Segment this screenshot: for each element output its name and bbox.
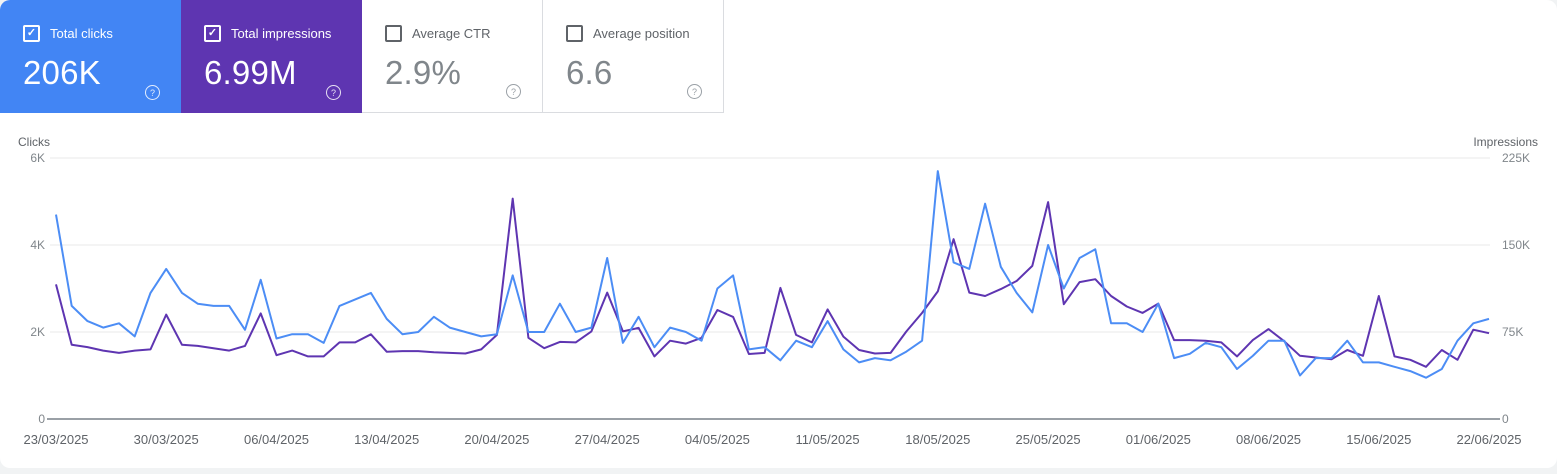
help-icon[interactable]: ? <box>506 84 521 99</box>
x-axis-date-label: 11/05/2025 <box>795 432 860 447</box>
x-axis-date-label: 20/04/2025 <box>464 432 530 447</box>
average-ctr-value: 2.9% <box>385 54 462 91</box>
total-impressions-value: 6.99M <box>204 54 297 91</box>
left-axis-title: Clicks <box>18 135 50 149</box>
help-icon[interactable]: ? <box>145 85 160 100</box>
x-axis-date-label: 15/06/2025 <box>1346 432 1412 447</box>
average-position-checkbox[interactable] <box>566 25 583 42</box>
right-axis-title: Impressions <box>1473 135 1538 149</box>
right-axis-tick-label: 150K <box>1502 238 1531 252</box>
x-axis-date-label: 04/05/2025 <box>684 432 750 447</box>
help-icon[interactable]: ? <box>326 85 341 100</box>
left-axis-tick-label: 2K <box>30 325 45 339</box>
x-axis-date-label: 27/04/2025 <box>574 432 640 447</box>
metric-card-total-clicks[interactable]: ✓ Total clicks 206K ? <box>0 0 181 113</box>
x-axis-date-label: 25/05/2025 <box>1015 432 1081 447</box>
total-clicks-value: 206K <box>23 54 101 91</box>
metric-cards: ✓ Total clicks 206K ? ✓ Total impression… <box>0 0 724 113</box>
help-icon[interactable]: ? <box>687 84 702 99</box>
x-axis-date-label: 23/03/2025 <box>23 432 89 447</box>
chart-hover-area[interactable] <box>47 155 1500 420</box>
x-axis-date-label: 06/04/2025 <box>243 432 310 447</box>
total-impressions-label: Total impressions <box>231 26 332 41</box>
total-impressions-checkbox[interactable]: ✓ <box>204 25 221 42</box>
metric-card-average-position[interactable]: Average position 6.6 ? <box>543 0 724 113</box>
total-clicks-label: Total clicks <box>50 26 113 41</box>
average-position-label: Average position <box>593 26 690 41</box>
average-ctr-label: Average CTR <box>412 26 491 41</box>
average-ctr-checkbox[interactable] <box>385 25 402 42</box>
x-axis-date-label: 01/06/2025 <box>1125 432 1191 447</box>
x-axis-date-label: 22/06/2025 <box>1456 432 1522 447</box>
average-position-value: 6.6 <box>566 54 613 91</box>
left-axis-tick-label: 6K <box>30 151 45 165</box>
x-axis-date-label: 18/05/2025 <box>905 432 971 447</box>
right-axis-tick-label: 75K <box>1502 325 1524 339</box>
right-axis-tick-label: 225K <box>1502 151 1531 165</box>
metric-card-total-impressions[interactable]: ✓ Total impressions 6.99M ? <box>181 0 362 113</box>
total-clicks-checkbox[interactable]: ✓ <box>23 25 40 42</box>
x-axis-date-label: 30/03/2025 <box>133 432 199 447</box>
x-axis-date-label: 08/06/2025 <box>1235 432 1302 447</box>
right-axis-tick-label: 0 <box>1502 412 1509 426</box>
left-axis-tick-label: 0 <box>38 412 45 426</box>
metric-card-average-ctr[interactable]: Average CTR 2.9% ? <box>362 0 543 113</box>
left-axis-tick-label: 4K <box>30 238 45 252</box>
x-axis-date-label: 13/04/2025 <box>354 432 420 447</box>
